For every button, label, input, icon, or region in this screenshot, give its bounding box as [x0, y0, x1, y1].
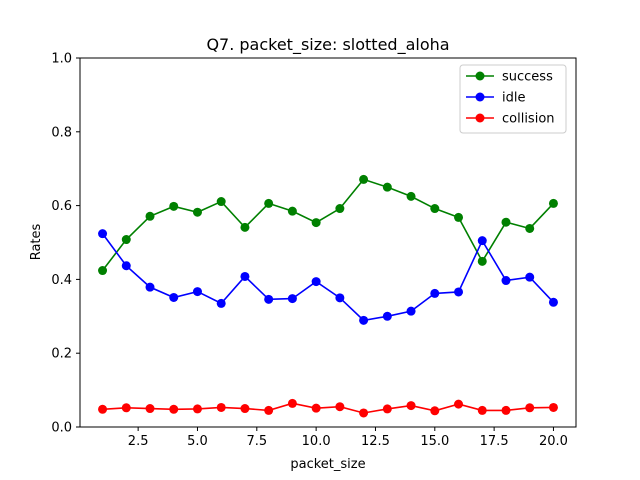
y-tick-label: 0.2	[51, 347, 72, 362]
data-point-success	[525, 223, 535, 233]
y-tick-label: 0.0	[51, 421, 72, 436]
y-tick-label: 0.4	[51, 273, 72, 288]
data-point-collision	[192, 404, 202, 414]
data-point-success	[501, 217, 511, 227]
legend-label: collision	[502, 112, 555, 127]
data-point-idle	[359, 315, 369, 325]
data-point-success	[477, 256, 487, 266]
x-tick-label: 12.5	[361, 434, 390, 449]
data-point-collision	[145, 404, 155, 414]
data-point-idle	[145, 282, 155, 292]
series-line-success	[101, 178, 555, 272]
y-tick-label: 0.6	[51, 199, 72, 214]
data-point-collision	[264, 405, 274, 415]
data-point-success	[430, 204, 440, 214]
legend: success idle collision	[459, 64, 567, 134]
data-point-idle	[287, 294, 297, 304]
data-point-collision	[311, 403, 321, 413]
data-point-collision	[548, 402, 558, 412]
data-point-idle	[454, 287, 464, 297]
x-tick-label: 2.5	[128, 434, 149, 449]
data-point-success	[548, 198, 558, 208]
data-point-success	[382, 182, 392, 192]
plot-frame	[79, 57, 577, 428]
data-point-success	[98, 266, 108, 276]
data-point-success	[145, 211, 155, 221]
data-point-collision	[525, 403, 535, 413]
data-point-collision	[477, 405, 487, 415]
data-point-idle	[169, 292, 179, 302]
data-point-collision	[382, 404, 392, 414]
data-point-success	[406, 191, 416, 201]
data-point-idle	[382, 311, 392, 321]
legend-item-success: success	[466, 70, 553, 85]
data-point-idle	[98, 229, 108, 239]
data-point-idle	[335, 293, 345, 303]
series-line-idle	[101, 233, 555, 322]
data-point-success	[335, 204, 345, 214]
data-point-success	[216, 197, 226, 207]
data-point-idle	[548, 297, 558, 307]
data-point-success	[454, 212, 464, 222]
x-tick-label: 15.0	[420, 434, 449, 449]
data-point-idle	[121, 261, 131, 271]
legend-label: success	[502, 70, 553, 85]
data-point-success	[192, 207, 202, 217]
data-point-collision	[359, 408, 369, 418]
data-point-success	[240, 222, 250, 232]
data-point-collision	[406, 401, 416, 411]
y-axis: 0.0 0.2 0.4 0.6 0.8 1.0	[51, 52, 80, 436]
series-layer	[98, 174, 558, 418]
data-point-idle	[406, 306, 416, 316]
data-point-idle	[501, 276, 511, 286]
legend-item-collision: collision	[466, 112, 555, 127]
x-tick-label: 7.5	[246, 434, 267, 449]
data-point-idle	[525, 272, 535, 282]
chart-title: Q7. packet_size: slotted_aloha	[206, 35, 449, 55]
y-axis-title: Rates	[29, 223, 44, 260]
data-point-collision	[121, 403, 131, 413]
x-axis: 2.5 5.0 7.5 10.0 12.5 15.0 17.5 20.0	[128, 427, 568, 449]
legend-box	[459, 64, 567, 134]
x-axis-title: packet_size	[290, 457, 365, 472]
data-point-collision	[240, 404, 250, 414]
legend-label: idle	[502, 91, 525, 106]
data-point-success	[287, 206, 297, 216]
legend-item-idle: idle	[466, 91, 525, 106]
data-point-collision	[216, 402, 226, 412]
data-point-idle	[311, 277, 321, 287]
data-point-collision	[454, 399, 464, 409]
data-point-collision	[287, 398, 297, 408]
data-point-collision	[98, 404, 108, 414]
data-point-success	[359, 174, 369, 184]
y-tick-label: 0.8	[51, 125, 72, 140]
x-tick-label: 5.0	[187, 434, 208, 449]
data-point-collision	[335, 402, 345, 412]
legend-swatch-marker	[475, 71, 485, 81]
data-point-collision	[430, 406, 440, 416]
series-idle	[98, 229, 558, 325]
data-point-success	[311, 218, 321, 228]
data-point-idle	[430, 288, 440, 298]
x-tick-label: 20.0	[539, 434, 568, 449]
series-collision	[98, 398, 558, 418]
data-point-collision	[501, 405, 511, 415]
series-success	[98, 174, 558, 276]
data-point-idle	[477, 236, 487, 246]
y-tick-label: 1.0	[51, 52, 72, 67]
data-point-idle	[240, 271, 250, 281]
legend-swatch-marker	[475, 92, 485, 102]
data-point-collision	[169, 404, 179, 414]
legend-swatch-marker	[475, 113, 485, 123]
data-point-success	[121, 235, 131, 245]
data-point-idle	[192, 287, 202, 297]
data-point-idle	[216, 298, 226, 308]
data-point-success	[169, 201, 179, 211]
data-point-idle	[264, 294, 274, 304]
x-tick-label: 17.5	[480, 434, 509, 449]
data-point-success	[264, 198, 274, 208]
x-tick-label: 10.0	[302, 434, 331, 449]
